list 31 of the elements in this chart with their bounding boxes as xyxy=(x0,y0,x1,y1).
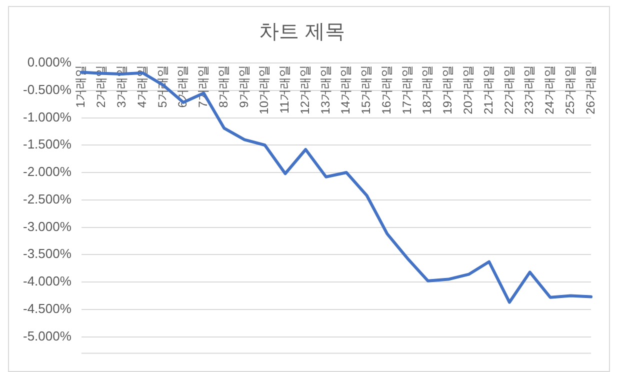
x-tick-label: 8거래일 xyxy=(216,65,230,108)
x-tick-label: 12거래일 xyxy=(298,65,312,114)
y-tick-label: -4.000% xyxy=(23,274,72,289)
y-tick-label: -2.000% xyxy=(23,164,72,180)
y-tick-label: -3.500% xyxy=(23,246,72,262)
x-tick-label: 13거래일 xyxy=(318,65,332,114)
y-tick-label: -3.000% xyxy=(23,218,72,234)
x-tick-label: 18거래일 xyxy=(420,65,434,114)
x-tick-label: 24거래일 xyxy=(542,65,557,114)
x-tick-label: 11거래일 xyxy=(278,65,292,114)
x-tick-label: 15거래일 xyxy=(359,65,374,114)
x-tick-label: 23거래일 xyxy=(522,65,536,114)
y-tick-label: -1.500% xyxy=(23,136,72,152)
x-tick-label: 21거래일 xyxy=(481,65,496,114)
x-tick-label: 19거래일 xyxy=(440,65,455,114)
x-tick-label: 20거래일 xyxy=(461,65,476,114)
x-tick-label: 9거래일 xyxy=(236,65,251,108)
y-tick-label: 0.000% xyxy=(27,54,72,70)
y-tick-label: -5.000% xyxy=(23,328,72,344)
x-tick-label: 14거래일 xyxy=(338,65,353,114)
x-tick-label: 26거래일 xyxy=(583,65,598,114)
chart-title: 차트 제목 xyxy=(258,19,346,44)
y-tick-label: -0.500% xyxy=(23,82,72,97)
x-tick-label: 17거래일 xyxy=(400,65,414,114)
y-tick-label: -1.000% xyxy=(23,109,72,124)
y-tick-label: -4.500% xyxy=(23,300,72,316)
x-tick-label: 16거래일 xyxy=(379,65,394,114)
x-tick-label: 25거래일 xyxy=(562,65,577,114)
y-tick-label: -2.500% xyxy=(23,191,72,206)
x-tick-label: 22거래일 xyxy=(502,65,516,114)
x-tick-label: 10거래일 xyxy=(257,65,272,114)
